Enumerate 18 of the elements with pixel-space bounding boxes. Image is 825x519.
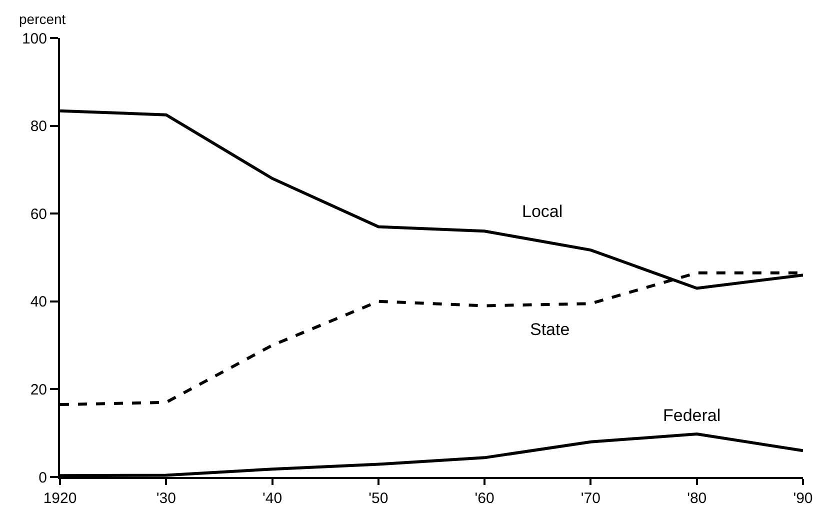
series-label: State [530, 320, 570, 339]
y-tick-label: 60 [30, 206, 47, 223]
x-tick-label: '40 [262, 490, 282, 507]
x-tick-label: '30 [156, 490, 176, 507]
x-tick-label: '50 [368, 490, 388, 507]
x-tick-label: '80 [687, 490, 707, 507]
y-tick-label: 20 [30, 381, 47, 398]
y-tick-label: 100 [22, 30, 47, 48]
series-label: Federal [663, 406, 721, 425]
y-tick-label: 0 [38, 469, 47, 486]
y-axis-title: percent [19, 11, 66, 27]
y-tick-label: 80 [30, 118, 47, 136]
x-tick-label: '90 [793, 490, 813, 507]
series-label: Local [522, 202, 563, 221]
y-tick-label: 40 [30, 294, 47, 311]
x-tick-label: '60 [474, 490, 494, 507]
x-tick-label: '70 [580, 490, 600, 507]
x-tick-label: 1920 [43, 490, 77, 507]
